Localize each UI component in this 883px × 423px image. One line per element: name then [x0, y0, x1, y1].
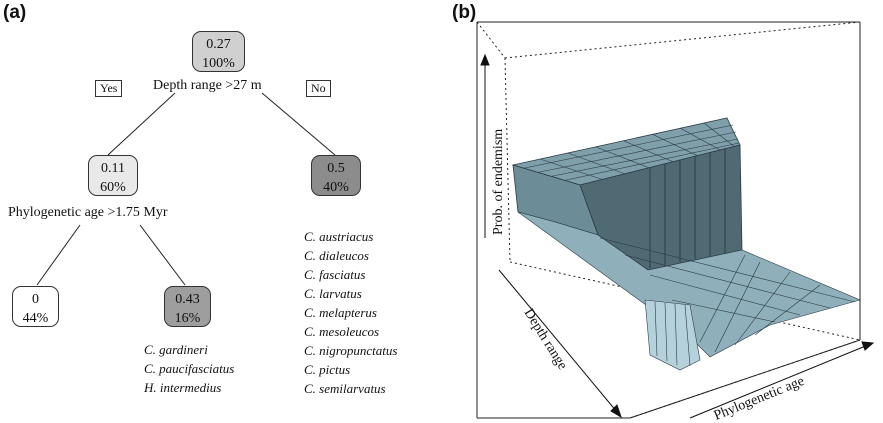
species-list-leaf-right: C. gardineri C. paucifasciatus H. interm… [144, 340, 234, 397]
species-name: C. melapterus [304, 305, 377, 320]
species-name: C. paucifasciatus [144, 361, 235, 376]
left-split-label: Phylogenetic age >1.75 Myr [8, 205, 168, 220]
yes-label: Yes [95, 80, 123, 97]
species-name: C. gardineri [144, 342, 208, 357]
edge-left-leaf1 [139, 224, 186, 286]
node-value: 0.5 [327, 161, 345, 176]
node-percent: 100% [202, 56, 235, 71]
tree-node-left: 0.11 60% [88, 155, 138, 196]
floor-top [517, 211, 861, 358]
node-value: 0.27 [206, 37, 231, 52]
cliff-stripes [649, 149, 726, 268]
y-axis-label: Phylogenetic age [712, 374, 807, 423]
species-name: C. fasciatus [304, 267, 366, 282]
surface-lower-floor [517, 211, 861, 371]
tree-node-right: 0.5 40% [311, 155, 361, 196]
species-list-right-node: C. austriacus C. dialeucos C. fasciatus … [304, 227, 397, 398]
node-percent: 40% [323, 180, 349, 195]
notch-stripes [654, 301, 691, 367]
species-name: C. dialeucos [304, 248, 369, 263]
plot-box-front [477, 339, 861, 419]
x-axis-label: Depth range [521, 306, 570, 372]
edge-root-right [261, 92, 336, 156]
node-percent: 44% [22, 311, 49, 326]
z-axis-label: Prob. of endemism [491, 129, 506, 235]
species-name: C. austriacus [304, 229, 374, 244]
surface-upper-plateau [511, 117, 743, 271]
no-label: No [306, 80, 331, 97]
root-split-label: Depth range >27 m [153, 78, 262, 93]
node-value: 0 [32, 292, 39, 307]
tree-leaf-left: 0 44% [12, 286, 59, 327]
node-percent: 60% [100, 180, 126, 195]
plateau-grid [519, 122, 740, 183]
axis-arrows [480, 53, 875, 419]
tree-node-root: 0.27 100% [192, 31, 245, 72]
species-name: C. semilarvatus [304, 381, 386, 396]
edge-left-leaf0 [36, 224, 81, 286]
tree-leaf-right: 0.43 16% [164, 286, 211, 327]
edge-root-left [107, 92, 176, 156]
species-name: C. nigropunctatus [304, 343, 398, 358]
panel-b-label: (b) [452, 2, 477, 23]
floor-grid [599, 237, 856, 353]
panel-a-label: (a) [3, 2, 27, 23]
node-percent: 16% [174, 311, 201, 326]
species-name: C. mesoleucos [304, 324, 380, 339]
node-value: 0.11 [101, 161, 125, 176]
species-name: C. larvatus [304, 286, 362, 301]
node-value: 0.43 [175, 292, 200, 307]
species-name: H. intermedius [144, 380, 222, 395]
species-name: C. pictus [304, 362, 351, 377]
